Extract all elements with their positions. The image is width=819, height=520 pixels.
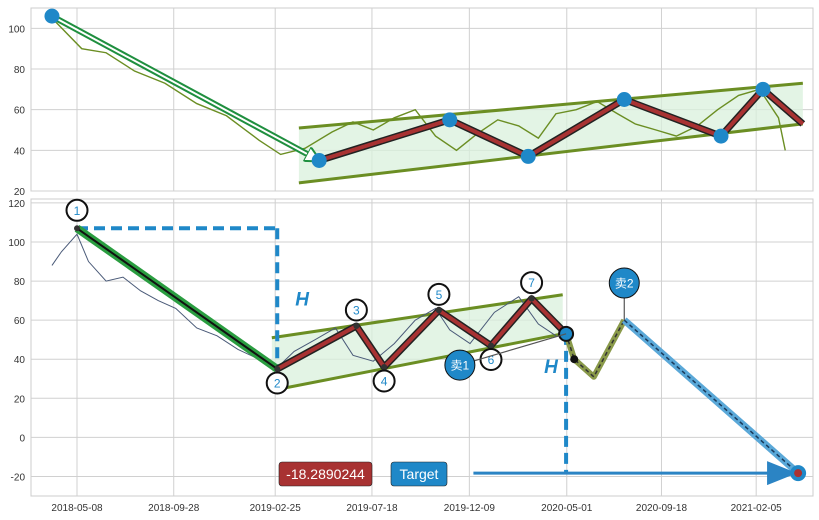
pivot-label-number: 7 xyxy=(528,276,535,290)
top-gridlines xyxy=(31,8,813,192)
bottom-first-leg-line xyxy=(76,227,278,370)
top-pivot-marker xyxy=(616,92,632,107)
pivot-label-circle xyxy=(427,282,451,306)
bottom-pivot-dot xyxy=(488,342,494,349)
pivot-label-circle xyxy=(372,369,396,393)
pivot-label-number: 3 xyxy=(353,304,360,318)
pivot-label-number: 2 xyxy=(274,376,281,390)
top-pivot-marker xyxy=(311,153,327,168)
bottom-projection-dot xyxy=(570,355,579,364)
top-y-tick-label: 60 xyxy=(14,106,26,117)
pivot-label-number: 6 xyxy=(488,353,495,367)
bottom-pivot-dot xyxy=(528,295,535,302)
bottom-x-tick-labels: 2018-05-08 2018-09-28 2019-02-25 2019-07-18… xyxy=(51,503,782,514)
bottom-x-tick-label: 2018-09-28 xyxy=(148,503,200,514)
top-channel-fill xyxy=(298,83,803,183)
top-y-tick-labels: 20 40 60 80 100 xyxy=(8,24,25,198)
bottom-x-tick-label: 2020-09-18 xyxy=(636,503,688,514)
bottom-series-layer: 1 2 3 4 5 6 7 H H 卖1 卖2 xyxy=(51,198,807,486)
pivot-label-circle xyxy=(520,271,544,295)
bottom-y-tick-label: 20 xyxy=(14,394,26,405)
target-badge: Target xyxy=(390,461,448,487)
bottom-pivot-dot xyxy=(74,225,80,232)
top-pivot-marker xyxy=(44,8,60,24)
pivot-label-circle xyxy=(344,298,368,322)
bottom-pivot-dot xyxy=(274,365,281,372)
bottom-x-tick-label: 2018-05-08 xyxy=(51,503,103,514)
top-y-tick-label: 20 xyxy=(14,187,26,198)
bottom-channel-lower-line xyxy=(271,332,563,392)
pivot-label-number: 1 xyxy=(74,204,81,218)
bottom-pivot-dot xyxy=(435,307,442,314)
bottom-price-line xyxy=(51,233,557,368)
value-badge: -18.2890244 xyxy=(278,461,373,487)
top-series-layer xyxy=(44,8,806,185)
top-channel-upper-line xyxy=(298,81,803,130)
bottom-channel-upper-line xyxy=(271,293,563,340)
bottom-projection-line xyxy=(565,319,625,379)
h-label-right: H xyxy=(544,357,559,378)
sell2-bubble xyxy=(608,267,640,299)
target-badge-text: Target xyxy=(400,466,439,482)
bottom-y-tick-label: 100 xyxy=(8,238,25,249)
bottom-pivot-dot xyxy=(353,323,360,330)
bottom-x-tick-label: 2021-02-05 xyxy=(731,503,783,514)
sell2-text: 卖2 xyxy=(615,277,634,291)
pivot-label-number: 4 xyxy=(381,375,388,389)
value-badge-box xyxy=(278,461,373,487)
bottom-y-tick-label: 40 xyxy=(14,355,26,366)
bottom-y-tick-label: 120 xyxy=(8,199,25,210)
top-y-tick-label: 80 xyxy=(14,65,26,76)
bottom-y-tick-labels: -20 0 20 40 60 80 100 120 xyxy=(8,199,25,484)
h-label-left: H xyxy=(295,290,310,311)
pivot-label-circle xyxy=(265,371,289,395)
bottom-x-tick-label: 2019-12-09 xyxy=(444,503,496,514)
sell1-text: 卖1 xyxy=(451,359,470,373)
bottom-pivot-dot xyxy=(381,364,388,371)
top-pivot-marker xyxy=(520,148,536,164)
bottom-y-tick-label: 60 xyxy=(14,316,26,327)
top-y-tick-label: 40 xyxy=(14,146,26,157)
bottom-x-tick-label: 2019-07-18 xyxy=(346,503,398,514)
value-badge-text: -18.2890244 xyxy=(286,466,365,482)
top-chart-panel: 20 40 60 80 100 xyxy=(8,7,814,198)
bottom-y-tick-label: -20 xyxy=(11,472,26,483)
bottom-x-tick-label: 2019-02-25 xyxy=(250,503,302,514)
bottom-y-tick-label: 80 xyxy=(14,277,26,288)
top-price-line xyxy=(51,17,786,156)
bottom-y-tick-label: 0 xyxy=(19,433,25,444)
target-badge-box xyxy=(390,461,448,487)
top-pivot-marker xyxy=(713,128,729,144)
sell1-pointer xyxy=(459,333,567,366)
top-y-tick-label: 100 xyxy=(8,24,25,35)
pivot-label-number: 5 xyxy=(436,288,443,302)
sell1-bubble xyxy=(444,349,476,381)
top-pivot-marker xyxy=(755,81,771,97)
top-drop-line xyxy=(51,15,319,160)
bottom-target-line xyxy=(623,319,799,474)
bottom-target-point-center xyxy=(794,469,803,478)
bottom-x-tick-label: 2020-05-01 xyxy=(541,503,593,514)
top-pivot-marker xyxy=(442,112,458,128)
pivot-label-circle xyxy=(65,198,89,222)
